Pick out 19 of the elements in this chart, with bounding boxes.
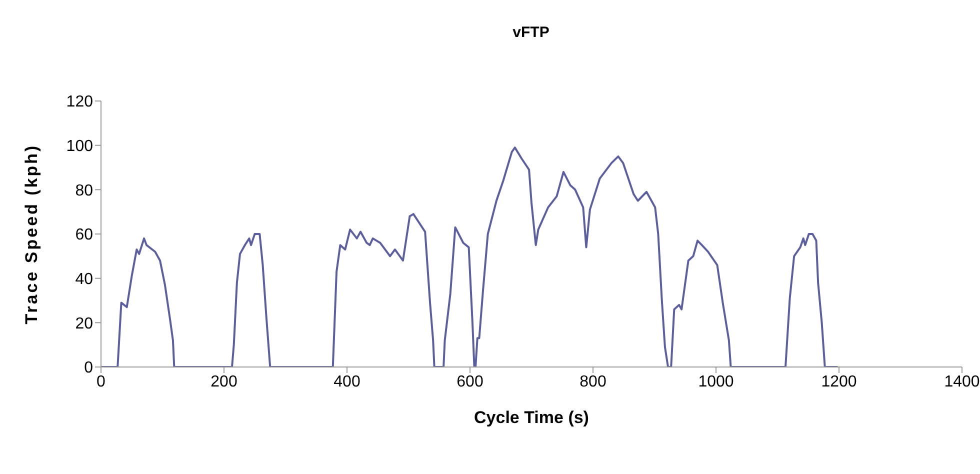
chart-title: vFTP bbox=[512, 24, 550, 41]
y-tick-label: 20 bbox=[75, 315, 94, 332]
y-tick-label: 60 bbox=[75, 226, 94, 244]
y-tick-label: 120 bbox=[66, 94, 94, 111]
y-tick-label: 0 bbox=[84, 360, 94, 377]
x-tick-label: 600 bbox=[456, 373, 484, 390]
x-tick-label: 400 bbox=[334, 373, 360, 390]
x-tick-label: 1400 bbox=[944, 373, 980, 390]
y-tick-label: 80 bbox=[75, 182, 94, 200]
x-tick-label: 1000 bbox=[698, 373, 734, 390]
x-tick-label: 800 bbox=[580, 373, 606, 390]
x-tick-label: 1200 bbox=[821, 373, 857, 390]
x-tick-label: 0 bbox=[96, 373, 106, 390]
y-axis-title: Trace Speed (kph) bbox=[22, 144, 42, 324]
y-tick-label: 100 bbox=[66, 138, 94, 156]
line-series bbox=[101, 146, 839, 367]
y-tick-label: 40 bbox=[75, 271, 94, 288]
x-tick-label: 200 bbox=[210, 373, 238, 390]
x-axis-title: Cycle Time (s) bbox=[474, 408, 589, 427]
